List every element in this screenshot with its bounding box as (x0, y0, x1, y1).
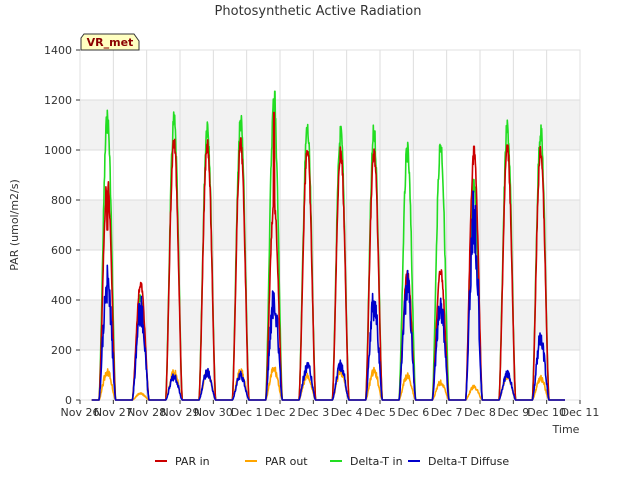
x-tick-label: Nov 28 (127, 406, 166, 419)
plot-band (80, 200, 580, 250)
plot-bands (80, 100, 580, 350)
x-tick-label: Dec 1 (231, 406, 263, 419)
x-tick-label: Dec 3 (297, 406, 329, 419)
series-layer (91, 90, 565, 401)
series-line-par-in (91, 111, 565, 401)
x-tick-label: Dec 7 (431, 406, 463, 419)
legend-label: PAR in (175, 455, 210, 468)
x-tick-label: Dec 2 (264, 406, 296, 419)
x-tick-label: Nov 29 (161, 406, 200, 419)
x-axis-label: Time (552, 423, 580, 436)
site-badge: VR_met (80, 33, 140, 51)
y-tick-label: 600 (51, 244, 72, 257)
y-tick-label: 1400 (44, 44, 72, 57)
x-tick-label: Dec 8 (464, 406, 496, 419)
chart-title: Photosynthetic Active Radiation (215, 4, 422, 19)
y-tick-label: 1000 (44, 144, 72, 157)
x-tick-label: Nov 27 (94, 406, 133, 419)
legend-label: Delta-T Diffuse (428, 455, 509, 468)
site-badge-shape (80, 33, 140, 51)
y-axis-ticks: 0 200 400 600 800 1000 1200 1400 (44, 44, 80, 407)
legend: PAR in PAR out Delta-T in Delta-T Diffuse (155, 455, 509, 468)
legend-label: PAR out (265, 455, 308, 468)
x-tick-label: Nov 30 (194, 406, 233, 419)
x-tick-label: Dec 6 (397, 406, 429, 419)
y-tick-label: 200 (51, 344, 72, 357)
series-line-par-out (91, 366, 565, 401)
x-tick-label: Dec 9 (497, 406, 529, 419)
x-tick-label: Dec 5 (364, 406, 396, 419)
series-line-delta-t-diffuse (91, 190, 565, 401)
x-tick-label: Dec 11 (561, 406, 600, 419)
plot-band (80, 300, 580, 350)
site-badge-label: VR_met (87, 36, 134, 49)
x-tick-label: Nov 26 (61, 406, 100, 419)
y-axis-label: PAR (umol/m2/s) (8, 179, 21, 271)
x-tick-label: Dec 4 (331, 406, 363, 419)
y-tick-label: 0 (65, 394, 72, 407)
legend-label: Delta-T in (350, 455, 403, 468)
plot-band (80, 100, 580, 150)
y-tick-label: 400 (51, 294, 72, 307)
y-tick-label: 800 (51, 194, 72, 207)
y-tick-label: 1200 (44, 94, 72, 107)
x-tick-label: Dec 10 (527, 406, 566, 419)
